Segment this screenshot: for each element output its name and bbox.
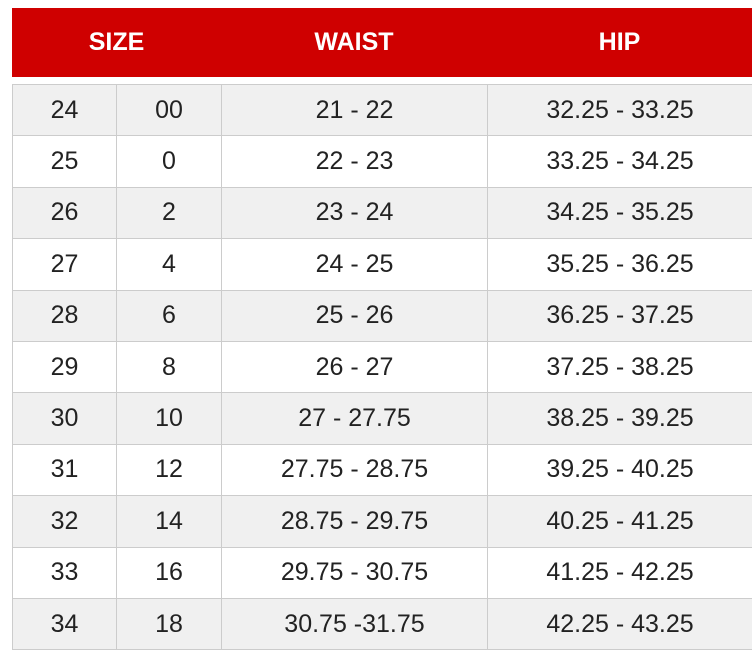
table-row: 27 4 24 - 25 35.25 - 36.25 bbox=[12, 238, 752, 291]
hip-cell: 42.25 - 43.25 bbox=[487, 597, 752, 651]
table-row: 30 10 27 - 27.75 38.25 - 39.25 bbox=[12, 392, 752, 445]
us-size-cell: 2 bbox=[116, 186, 222, 240]
waist-cell: 30.75 -31.75 bbox=[221, 597, 488, 651]
table-row: 31 12 27.75 - 28.75 39.25 - 40.25 bbox=[12, 443, 752, 497]
waist-cell: 27 - 27.75 bbox=[221, 392, 488, 445]
us-size-cell: 10 bbox=[116, 392, 222, 445]
size-cell: 26 bbox=[12, 186, 117, 240]
size-cell: 24 bbox=[12, 83, 117, 137]
waist-cell: 21 - 22 bbox=[221, 83, 488, 137]
table-row: 24 00 21 - 22 32.25 - 33.25 bbox=[12, 83, 752, 137]
table-row: 34 18 30.75 -31.75 42.25 - 43.25 bbox=[12, 597, 752, 651]
us-size-cell: 00 bbox=[116, 83, 222, 137]
hip-cell: 33.25 - 34.25 bbox=[487, 135, 752, 188]
size-cell: 32 bbox=[12, 495, 117, 548]
hip-cell: 32.25 - 33.25 bbox=[487, 83, 752, 137]
waist-cell: 28.75 - 29.75 bbox=[221, 495, 488, 548]
hip-cell: 38.25 - 39.25 bbox=[487, 392, 752, 445]
us-size-cell: 0 bbox=[116, 135, 222, 188]
hip-cell: 37.25 - 38.25 bbox=[487, 340, 752, 394]
size-cell: 29 bbox=[12, 340, 117, 394]
hip-cell: 40.25 - 41.25 bbox=[487, 495, 752, 548]
table-row: 25 0 22 - 23 33.25 - 34.25 bbox=[12, 135, 752, 188]
us-size-cell: 16 bbox=[116, 546, 222, 599]
hip-cell: 41.25 - 42.25 bbox=[487, 546, 752, 599]
waist-cell: 29.75 - 30.75 bbox=[221, 546, 488, 599]
waist-cell: 23 - 24 bbox=[221, 186, 488, 240]
table-row: 26 2 23 - 24 34.25 - 35.25 bbox=[12, 186, 752, 240]
us-size-cell: 12 bbox=[116, 443, 222, 497]
waist-cell: 25 - 26 bbox=[221, 289, 488, 342]
size-cell: 27 bbox=[12, 238, 117, 291]
hip-cell: 39.25 - 40.25 bbox=[487, 443, 752, 497]
size-cell: 33 bbox=[12, 546, 117, 599]
size-cell: 31 bbox=[12, 443, 117, 497]
waist-cell: 26 - 27 bbox=[221, 340, 488, 394]
us-size-cell: 18 bbox=[116, 597, 222, 651]
table-row: 29 8 26 - 27 37.25 - 38.25 bbox=[12, 340, 752, 394]
size-chart-header: SIZE WAIST HIP bbox=[12, 8, 752, 77]
table-row: 32 14 28.75 - 29.75 40.25 - 41.25 bbox=[12, 495, 752, 548]
table-row: 28 6 25 - 26 36.25 - 37.25 bbox=[12, 289, 752, 342]
us-size-cell: 8 bbox=[116, 340, 222, 394]
hip-cell: 34.25 - 35.25 bbox=[487, 186, 752, 240]
size-cell: 28 bbox=[12, 289, 117, 342]
us-size-cell: 14 bbox=[116, 495, 222, 548]
size-cell: 30 bbox=[12, 392, 117, 445]
waist-cell: 27.75 - 28.75 bbox=[221, 443, 488, 497]
header-hip: HIP bbox=[598, 28, 641, 56]
waist-cell: 22 - 23 bbox=[221, 135, 488, 188]
hip-cell: 35.25 - 36.25 bbox=[487, 238, 752, 291]
header-waist: WAIST bbox=[314, 28, 394, 56]
size-cell: 25 bbox=[12, 135, 117, 188]
us-size-cell: 6 bbox=[116, 289, 222, 342]
size-chart-table: 24 00 21 - 22 32.25 - 33.25 25 0 22 - 23 33.25 … bbox=[12, 83, 752, 651]
table-row: 33 16 29.75 - 30.75 41.25 - 42.25 bbox=[12, 546, 752, 599]
us-size-cell: 4 bbox=[116, 238, 222, 291]
size-cell: 34 bbox=[12, 597, 117, 651]
hip-cell: 36.25 - 37.25 bbox=[487, 289, 752, 342]
waist-cell: 24 - 25 bbox=[221, 238, 488, 291]
header-size: SIZE bbox=[88, 28, 145, 56]
